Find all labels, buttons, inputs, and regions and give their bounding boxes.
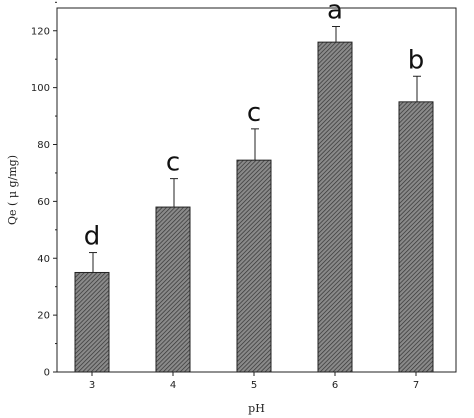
bar	[155, 206, 191, 373]
y-tick-label: 80	[37, 140, 50, 151]
y-tick-label: 20	[37, 311, 50, 322]
significance-label: c	[247, 98, 261, 128]
x-tick-label: 7	[413, 380, 419, 391]
error-bars	[89, 25, 421, 273]
x-tick-label: 6	[332, 380, 338, 391]
bar	[398, 101, 434, 373]
x-tick-label: 4	[170, 380, 176, 391]
y-tick-label: 0	[44, 368, 50, 379]
x-axis-title: pH	[248, 402, 265, 415]
bar	[74, 271, 110, 373]
x-tick-label: 5	[251, 380, 257, 391]
x-axis: 3 4 5 6 7	[89, 372, 419, 391]
significance-label: c	[166, 148, 180, 178]
y-tick-label: 100	[31, 83, 50, 94]
bar	[317, 41, 353, 373]
significance-label: d	[84, 222, 101, 252]
y-tick-label: 120	[31, 26, 50, 37]
y-tick-label: 60	[37, 197, 50, 208]
bar	[236, 159, 272, 373]
significance-label: a	[327, 0, 343, 25]
y-tick-label: 40	[37, 254, 50, 265]
y-axis-title: Qe ( μ g/mg)	[6, 155, 19, 225]
y-axis: 0 20 40 60 80 100 120	[31, 1, 57, 379]
significance-label: b	[408, 45, 425, 75]
bars	[74, 41, 434, 373]
x-tick-label: 3	[89, 380, 95, 391]
significance-labels: d c c a b	[84, 0, 425, 252]
